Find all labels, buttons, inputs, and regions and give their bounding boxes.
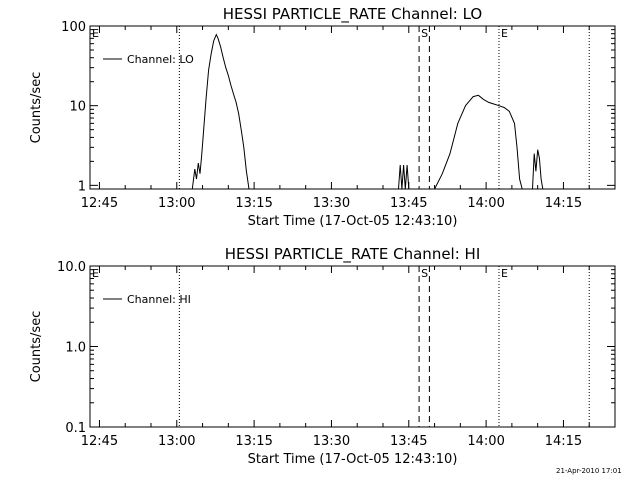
corner-marker-label: E [92,27,99,40]
x-tick-label: 14:00 [467,196,504,211]
x-axis-label: Start Time (17-Oct-05 12:43:10) [248,452,458,467]
x-tick-label: 14:15 [545,434,582,449]
chart-title: HESSI PARTICLE_RATE Channel: LO [223,5,482,24]
x-tick-label: 13:30 [313,196,350,211]
y-axis-label: Counts/sec [29,72,44,144]
y-tick-label: 1.0 [65,341,86,356]
x-tick-label: 12:45 [81,434,118,449]
x-tick-label: 13:30 [313,434,350,449]
marker-label: S [421,267,428,280]
x-tick-label: 13:45 [390,196,427,211]
chart-1: HESSI PARTICLE_RATE Channel: LO 12:45 13:0… [29,5,616,229]
marker-label: S [421,27,428,40]
plot-frame [89,25,616,190]
footer-timestamp: 21-Apr-2010 17:01 [556,467,622,475]
x-tick-label: 13:00 [158,196,195,211]
series-line-segment [434,94,523,189]
marker-label: E [501,267,508,280]
corner-marker-label: E [92,267,99,280]
y-tick-label: 10 [69,100,86,115]
chart-title: HESSI PARTICLE_RATE Channel: HI [225,245,481,264]
y-tick-label: 1 [78,179,86,194]
x-tick-label: 13:15 [235,196,272,211]
series-line-segment [191,33,250,189]
y-tick-label: 0.1 [65,421,86,436]
series-line-segment [398,164,410,189]
y-tick-label: 10.0 [57,260,86,275]
x-tick-label: 13:45 [390,434,427,449]
series-line-segment [532,149,544,189]
legend-label: Channel: HI [127,293,191,306]
x-tick-label: 13:15 [235,434,272,449]
chart-2: HESSI PARTICLE_RATE Channel: HI 12:45 13:0… [29,245,616,467]
x-axis-label: Start Time (17-Oct-05 12:43:10) [248,214,458,229]
x-tick-label: 13:00 [158,434,195,449]
x-tick-label: 14:00 [467,434,504,449]
y-tick-label: 100 [61,20,86,35]
x-tick-label: 14:15 [545,196,582,211]
plot-frame [89,265,616,428]
x-tick-label: 12:45 [81,196,118,211]
legend-label: Channel: LO [127,53,194,66]
marker-label: E [501,27,508,40]
y-axis-label: Counts/sec [29,311,44,383]
